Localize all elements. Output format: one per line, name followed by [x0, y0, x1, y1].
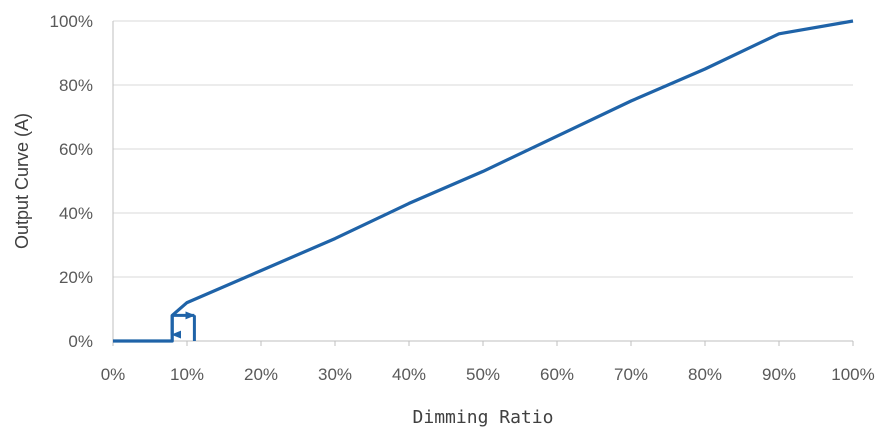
- gridlines: [113, 20, 853, 278]
- x-tick-label: 60%: [540, 365, 574, 384]
- y-tick-labels: 0% 20% 40% 60% 80% 100%: [50, 12, 93, 351]
- series: [113, 19, 854, 343]
- x-tick-label: 100%: [831, 365, 874, 384]
- x-tick-label: 70%: [614, 365, 648, 384]
- x-tick-label: 40%: [392, 365, 426, 384]
- y-axis-label: Output Curve (A): [12, 113, 32, 249]
- y-tick-label: 80%: [59, 76, 93, 95]
- x-tick-label: 20%: [244, 365, 278, 384]
- y-tick-label: 20%: [59, 268, 93, 287]
- x-tick-label: 90%: [762, 365, 796, 384]
- x-tick-label: 0%: [101, 365, 126, 384]
- y-tick-label: 100%: [50, 12, 93, 31]
- series-line: [113, 19, 854, 343]
- x-tick-label: 50%: [466, 365, 500, 384]
- x-tick-label: 30%: [318, 365, 352, 384]
- x-tick-label: 10%: [170, 365, 204, 384]
- x-axis-label: Dimming Ratio: [413, 407, 554, 428]
- x-tick-label: 80%: [688, 365, 722, 384]
- axes: [112, 21, 854, 346]
- y-tick-label: 60%: [59, 140, 93, 159]
- x-tick-labels: 0% 10% 20% 30% 40% 50% 60% 70% 80% 90% 100%: [101, 365, 875, 384]
- y-tick-label: 40%: [59, 204, 93, 223]
- y-tick-label: 0%: [68, 332, 93, 351]
